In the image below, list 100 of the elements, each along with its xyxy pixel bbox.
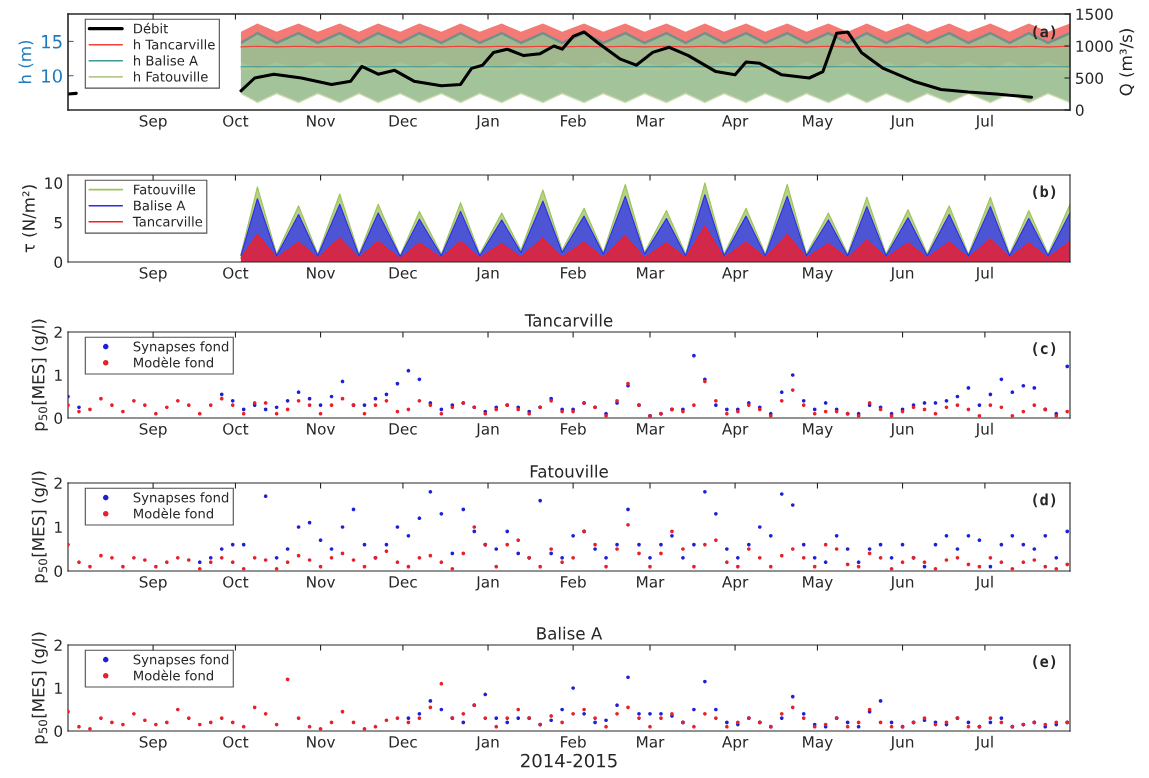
x-tick-label: Nov <box>307 267 336 279</box>
y-tick-label: 1 <box>55 521 62 533</box>
x-tick-label: Dec <box>389 736 417 748</box>
x-tick-label: Feb <box>561 266 586 279</box>
x-tick-label: Nov <box>307 115 336 127</box>
x-axis-title: 2014-2015 <box>521 753 617 768</box>
x-tick-label: Jun <box>889 115 914 130</box>
x-tick-label: Jul <box>974 114 993 130</box>
y2-tick-label: 0 <box>1075 104 1084 117</box>
y-tick-label: 2 <box>54 326 62 338</box>
annotation: (d) <box>1033 493 1056 508</box>
x-tick-label: Nov <box>307 576 336 588</box>
x-tick-label: Jun <box>889 736 914 751</box>
y-axis-title: p$_{50}$[MES] (g/l) <box>31 632 48 744</box>
x-tick-label: Feb <box>561 114 586 127</box>
x-tick-label: Jan <box>475 115 499 130</box>
x-tick-label: Feb <box>561 575 586 588</box>
y-axis-title: p$_{50}$[MES] (g/l) <box>31 319 48 431</box>
x-tick-label: May <box>803 736 833 751</box>
legend-label: h Balise A <box>134 55 198 66</box>
y-tick-label: 2 <box>54 639 62 651</box>
x-tick-label: Oct <box>223 736 249 748</box>
legend-label: Synapses fond <box>133 341 229 355</box>
x-tick-label: Jun <box>889 423 914 438</box>
x-tick-label: Sep <box>139 736 167 751</box>
x-tick-label: Apr <box>721 423 749 438</box>
legend-label: Synapses fond <box>133 654 229 668</box>
y-axis-title: τ (N/m²) <box>22 185 37 253</box>
x-tick-label: May <box>803 267 833 282</box>
y2-axis-title: Q (m³/s) <box>1119 29 1135 96</box>
y-tick-label: 0 <box>54 565 63 578</box>
chart-title: Fatouville <box>530 464 608 478</box>
x-tick-label: Apr <box>721 267 749 282</box>
y-tick-label: 5 <box>54 217 62 229</box>
legend-label: Balise A <box>134 200 186 211</box>
x-tick-label: Oct <box>223 576 249 588</box>
y-tick-label: 0 <box>54 412 63 425</box>
x-tick-label: Dec <box>389 423 417 435</box>
legend-label: Synapses fond <box>133 492 229 506</box>
x-tick-label: Oct <box>223 115 249 127</box>
x-tick-label: May <box>803 115 833 130</box>
x-tick-label: Nov <box>307 736 336 748</box>
y-tick-label: 1 <box>55 682 62 694</box>
x-tick-label: Oct <box>223 267 249 279</box>
y-axis-title: p$_{50}$[MES] (g/l) <box>31 471 48 583</box>
y-tick-label: 0 <box>54 256 63 269</box>
x-tick-label: Mar <box>637 576 665 588</box>
x-tick-label: Jan <box>475 736 499 751</box>
annotation: (c) <box>1033 342 1056 356</box>
x-tick-label: Nov <box>307 423 336 435</box>
legend-label: Fatouville <box>134 184 196 195</box>
annotation: (b) <box>1033 185 1056 200</box>
x-tick-label: Mar <box>637 267 665 279</box>
y-tick-label: 10 <box>42 69 62 83</box>
x-tick-label: Jun <box>889 267 914 282</box>
annotation: (a) <box>1033 25 1056 40</box>
x-tick-label: Apr <box>721 576 749 591</box>
y-axis-title: h (m) <box>18 40 34 84</box>
x-tick-label: Sep <box>139 267 167 282</box>
x-tick-label: Sep <box>139 423 167 438</box>
x-tick-label: Jul <box>974 266 993 282</box>
x-tick-label: Mar <box>637 736 665 748</box>
x-tick-label: Jan <box>475 423 499 438</box>
chart-title: Balise A <box>537 626 603 640</box>
y-tick-label: 1 <box>55 369 62 381</box>
x-tick-label: Apr <box>721 115 749 130</box>
x-tick-label: Sep <box>139 115 167 130</box>
x-tick-label: Dec <box>389 576 417 588</box>
annotation: (e) <box>1033 655 1056 669</box>
x-tick-label: May <box>803 423 833 438</box>
y-tick-label: 10 <box>45 177 63 189</box>
legend-label: h Fatouville <box>134 71 208 82</box>
x-tick-label: Dec <box>389 115 417 127</box>
legend-label: Modèle fond <box>134 669 213 681</box>
x-tick-label: Oct <box>223 423 249 435</box>
legend-label: Tancarville <box>132 216 203 227</box>
x-tick-label: Jan <box>475 576 499 591</box>
x-tick-label: Jul <box>974 422 993 438</box>
x-tick-label: May <box>803 576 833 591</box>
y2-tick-label: 500 <box>1076 72 1104 85</box>
x-tick-label: Mar <box>637 423 665 435</box>
x-tick-label: Sep <box>139 576 167 591</box>
x-tick-label: Dec <box>389 267 417 279</box>
y-tick-label: 2 <box>54 477 62 489</box>
legend-label: h Tancarville <box>134 39 215 50</box>
x-tick-label: Feb <box>561 735 586 748</box>
x-tick-label: Feb <box>561 422 586 435</box>
y-tick-label: 15 <box>42 35 62 49</box>
y2-tick-label: 1000 <box>1076 40 1113 53</box>
chart-title: Tancarville <box>524 313 613 327</box>
legend-label: Débit <box>134 22 168 34</box>
y-tick-label: 0 <box>54 725 63 738</box>
x-tick-label: Jul <box>974 575 993 591</box>
x-tick-label: Apr <box>721 736 749 751</box>
x-tick-label: Jun <box>889 576 914 591</box>
y2-tick-label: 1500 <box>1076 8 1113 21</box>
x-tick-label: Jan <box>475 267 499 282</box>
legend-label: Modèle fond <box>134 507 213 519</box>
x-tick-label: Mar <box>637 115 665 127</box>
legend-label: Modèle fond <box>134 356 213 368</box>
